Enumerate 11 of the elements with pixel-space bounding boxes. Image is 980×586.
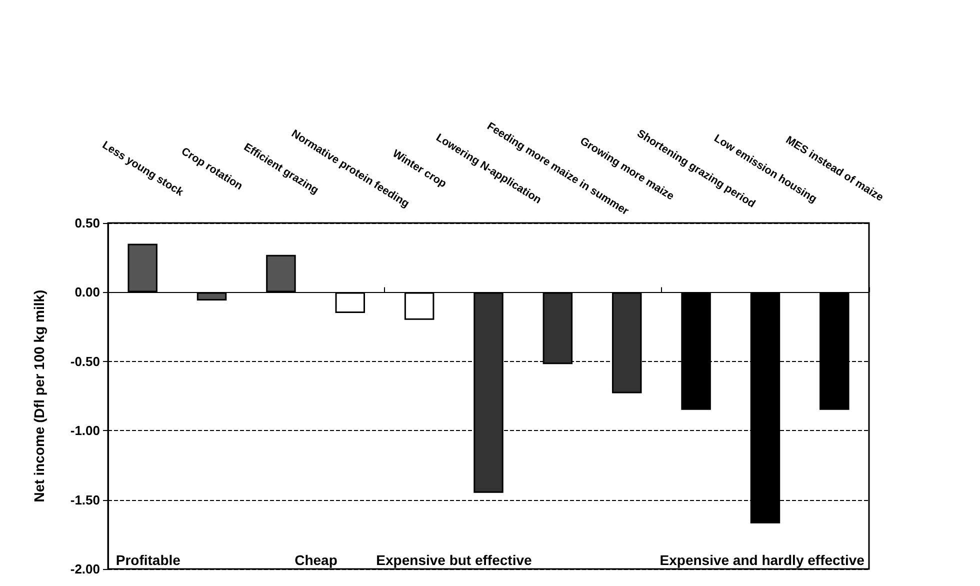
y-tick-label: -2.00 — [70, 562, 100, 576]
y-tick-label: -1.00 — [70, 423, 100, 438]
annotation: Expensive but effective — [376, 552, 532, 568]
y-tick-label: 0.00 — [74, 284, 100, 300]
y-tick-label: -1.50 — [70, 492, 100, 508]
y-tick-label: 0.50 — [74, 216, 100, 230]
annotation: Expensive and hardly effective — [660, 552, 865, 568]
annotation: Profitable — [116, 552, 181, 568]
annotation: Cheap — [294, 552, 338, 568]
y-axis-title: Net income (Dfl per 100 kg milk) — [31, 290, 47, 502]
y-tick-label: -0.50 — [70, 354, 100, 369]
